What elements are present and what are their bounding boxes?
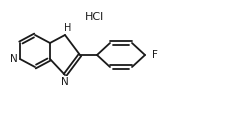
Text: H: H — [64, 23, 72, 33]
Text: N: N — [61, 77, 69, 87]
Text: N: N — [10, 54, 18, 64]
Text: HCl: HCl — [85, 12, 105, 22]
Text: F: F — [152, 50, 158, 60]
